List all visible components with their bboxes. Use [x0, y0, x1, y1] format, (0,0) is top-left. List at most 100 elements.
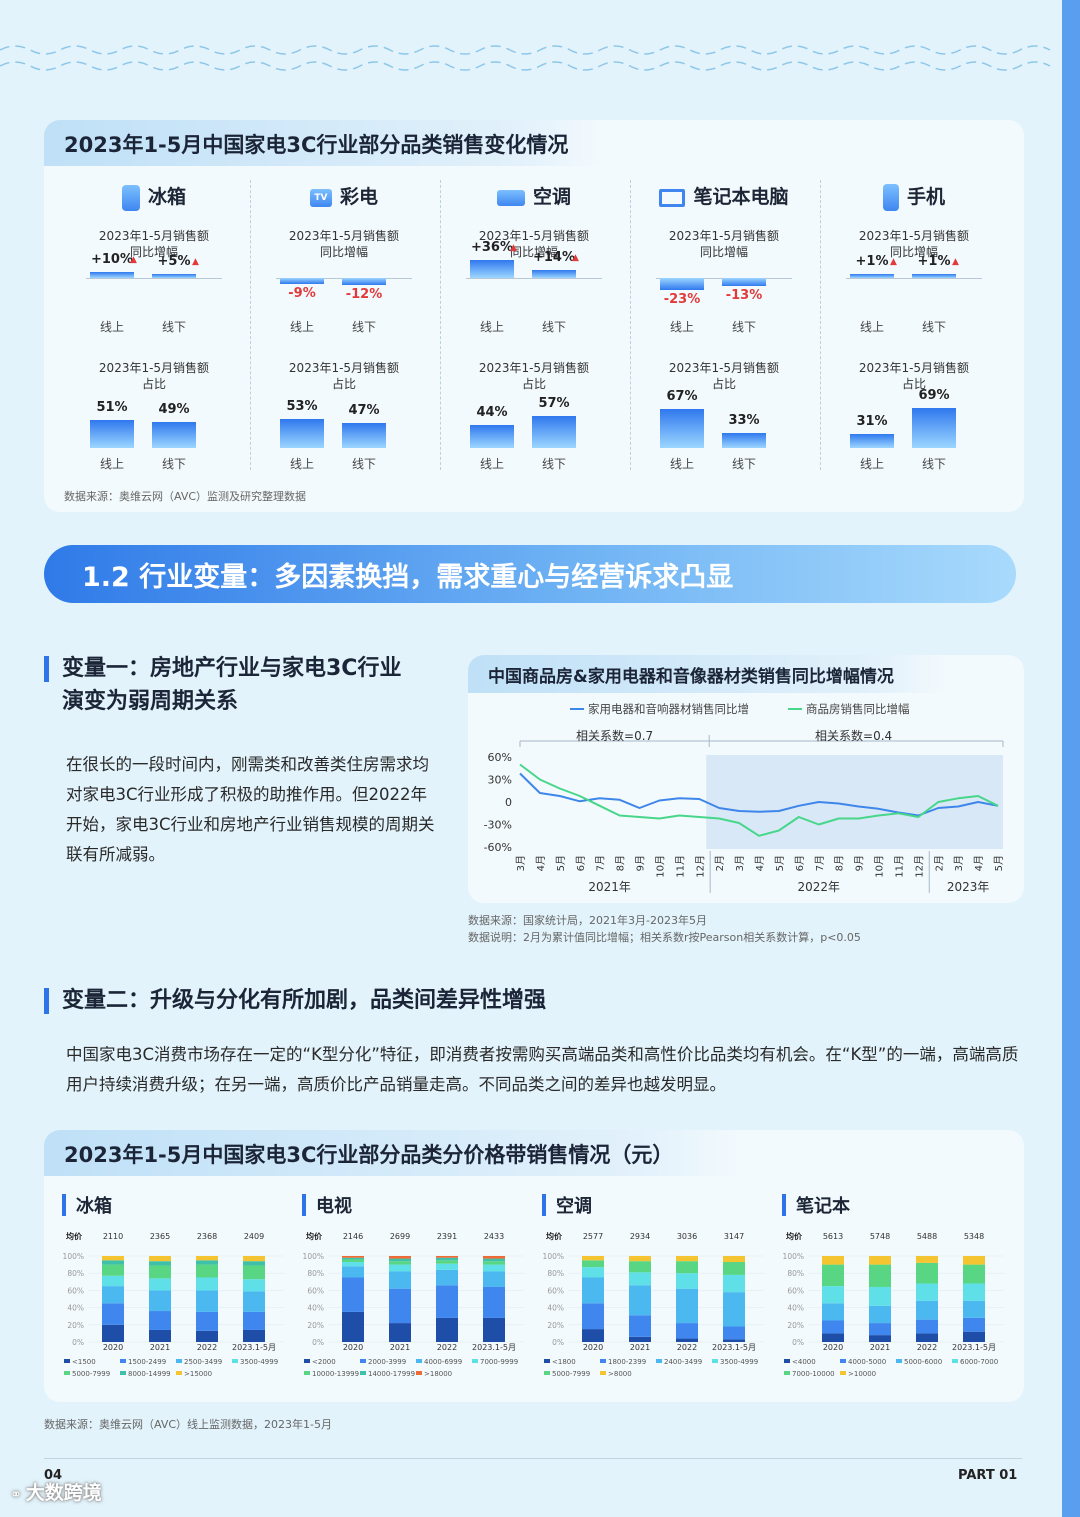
- growth-value: +10%: [90, 251, 133, 267]
- x-tick-label: 2022: [677, 1343, 697, 1352]
- y-tick-label: 100%: [63, 1252, 84, 1261]
- stack-segment: [436, 1260, 458, 1264]
- stack-segment: [389, 1264, 411, 1272]
- stack-segment: [149, 1311, 171, 1330]
- growth-baseline: [86, 278, 222, 279]
- stack-segment: [723, 1292, 745, 1327]
- legend-swatch: [176, 1359, 182, 1363]
- share-caption-line: 占比: [711, 377, 736, 391]
- stack-segment: [389, 1258, 411, 1262]
- y-tick-label: 20%: [67, 1321, 84, 1330]
- tv-icon: TV: [309, 188, 332, 207]
- up-arrow-icon: ▲: [572, 252, 579, 263]
- avg-price-label: 均价: [66, 1231, 83, 1241]
- stack-segment: [436, 1257, 458, 1261]
- share-caption-line: 占比: [521, 377, 546, 391]
- x-tick-label: 2021: [390, 1343, 410, 1352]
- legend-swatch: [360, 1371, 366, 1375]
- stack-segment: [389, 1271, 411, 1289]
- stack-segment: [196, 1311, 218, 1331]
- share-value: 57%: [538, 396, 570, 412]
- growth-bar: [90, 271, 134, 278]
- stack-segment: [243, 1279, 265, 1292]
- growth-caption-line: 同比增幅: [129, 245, 178, 259]
- stack-segment: [243, 1265, 265, 1280]
- y-tick-label: 40%: [67, 1304, 84, 1313]
- share-value: 49%: [158, 401, 190, 417]
- avg-price-label: 均价: [546, 1231, 563, 1241]
- stack-segment: [582, 1303, 604, 1330]
- growth-bar: [660, 278, 704, 291]
- stack-segment: [102, 1275, 124, 1287]
- avg-price-value: 2577: [583, 1232, 603, 1241]
- online-label: 线上: [859, 457, 884, 471]
- legend-label: <2000: [312, 1358, 336, 1366]
- stack-segment: [963, 1283, 985, 1301]
- legend-swatch: [176, 1371, 182, 1375]
- stack-segment: [963, 1317, 985, 1332]
- legend-label: 8000-14999: [128, 1370, 171, 1378]
- stack-segment: [102, 1260, 124, 1265]
- stack-segment: [483, 1271, 505, 1287]
- growth-caption-line: 2023年1-5月销售额: [478, 229, 590, 243]
- stack-segment: [436, 1256, 458, 1258]
- x-tick-label: 4月: [754, 855, 766, 871]
- y-tick-label: 40%: [787, 1304, 804, 1313]
- x-tick-label: 2020: [823, 1343, 843, 1352]
- growth-value: -12%: [345, 287, 383, 303]
- share-bar: [532, 416, 576, 448]
- legend-swatch: [120, 1371, 126, 1375]
- x-tick-label: 3月: [953, 855, 965, 871]
- stack-segment: [436, 1269, 458, 1286]
- legend-swatch: [544, 1371, 550, 1375]
- category-separator: [440, 180, 441, 470]
- x-tick-label: 3月: [734, 855, 746, 871]
- price-band-chart-title: 冰箱: [62, 1192, 112, 1218]
- line-chart: 相关系数=0.7 相关系数=0.4 家用电器和音响器材销售同比增 商品房销售同比增幅 6…: [484, 702, 1005, 894]
- stack-segment: [102, 1324, 124, 1342]
- growth-caption-line: 同比增幅: [509, 245, 558, 259]
- stack-segment: [916, 1333, 938, 1342]
- stack-segment: [243, 1329, 265, 1342]
- y-tick-label: 60%: [307, 1286, 324, 1295]
- growth-caption: 2023年1-5月销售额 同比增幅: [644, 228, 804, 260]
- stack-segment: [676, 1261, 698, 1274]
- x-tick-label: 4月: [535, 855, 547, 871]
- share-caption-line: 占比: [901, 377, 926, 391]
- year-label: 2022年: [797, 880, 840, 894]
- stack-segment: [436, 1285, 458, 1318]
- stack-segment: [102, 1264, 124, 1276]
- stack-segment: [869, 1323, 891, 1336]
- share-caption-line: 占比: [331, 377, 356, 391]
- stack-segment: [822, 1303, 844, 1321]
- growth-bar: [532, 269, 576, 278]
- avg-price-value: 5748: [870, 1232, 890, 1241]
- online-label: 线上: [289, 320, 314, 334]
- legend-swatch: [64, 1371, 70, 1375]
- stack-segment: [723, 1274, 745, 1293]
- online-label: 线上: [669, 320, 694, 334]
- card-title: 2023年1-5月中国家电3C行业部分品类销售变化情况: [44, 120, 604, 166]
- avg-price-value: 3147: [724, 1232, 744, 1241]
- stack-segment: [629, 1261, 651, 1273]
- series-line-2: [519, 763, 999, 837]
- growth-caption-line: 同比增幅: [889, 245, 938, 259]
- up-arrow-icon: ▲: [890, 257, 897, 267]
- share-value: 44%: [476, 405, 508, 421]
- stack-segment: [102, 1286, 124, 1304]
- offline-label: 线下: [921, 320, 946, 334]
- price-band-svg: 均价 100% 80% 60% 40% 20% 0% 5613 2020 5748 2021 5488…: [783, 1231, 1004, 1378]
- share-caption: 2023年1-5月销售额 占比: [454, 360, 614, 392]
- category-name: 手机: [906, 186, 945, 208]
- laptop-icon: [659, 188, 686, 207]
- x-tick-label: 4月: [973, 855, 985, 871]
- x-tick-label: 6月: [794, 855, 806, 871]
- x-tick-label: 2022: [197, 1343, 217, 1352]
- price-band-chart-title: 笔记本: [782, 1192, 850, 1218]
- stack-segment: [196, 1277, 218, 1291]
- share-caption-line: 占比: [141, 377, 166, 391]
- y-tick-label: 0%: [792, 1338, 804, 1347]
- legend-swatch: [784, 1359, 790, 1363]
- y-tick-label: 0%: [552, 1338, 564, 1347]
- stack-segment: [342, 1266, 364, 1278]
